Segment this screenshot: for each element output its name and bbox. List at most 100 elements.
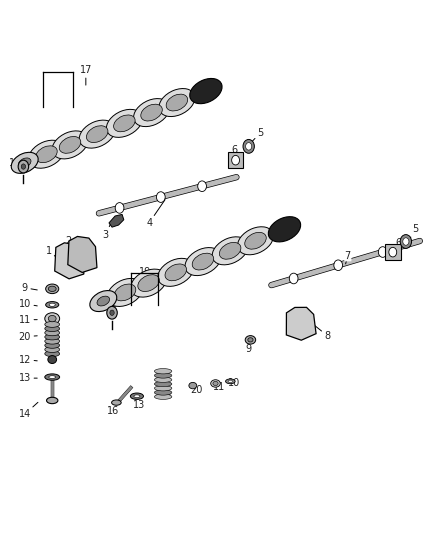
Ellipse shape xyxy=(45,326,60,332)
Ellipse shape xyxy=(97,296,110,306)
Ellipse shape xyxy=(46,397,58,403)
Ellipse shape xyxy=(159,88,195,117)
Ellipse shape xyxy=(45,342,60,348)
Ellipse shape xyxy=(268,217,300,242)
Ellipse shape xyxy=(166,94,187,111)
Circle shape xyxy=(243,140,254,154)
Ellipse shape xyxy=(211,379,220,387)
Circle shape xyxy=(389,247,397,257)
Polygon shape xyxy=(286,308,316,340)
Ellipse shape xyxy=(138,274,159,292)
Text: 15: 15 xyxy=(160,388,173,398)
Ellipse shape xyxy=(79,120,115,148)
Ellipse shape xyxy=(45,330,60,336)
Ellipse shape xyxy=(46,284,59,294)
Text: 5: 5 xyxy=(410,224,419,239)
Ellipse shape xyxy=(226,379,235,384)
Ellipse shape xyxy=(48,316,56,322)
Circle shape xyxy=(246,143,252,150)
Text: 3: 3 xyxy=(102,223,111,240)
Ellipse shape xyxy=(185,248,221,276)
Circle shape xyxy=(379,248,386,256)
Text: 11: 11 xyxy=(18,314,37,325)
Ellipse shape xyxy=(248,338,253,342)
Circle shape xyxy=(400,235,412,248)
Text: 11: 11 xyxy=(213,382,225,392)
Ellipse shape xyxy=(131,269,166,297)
Ellipse shape xyxy=(228,380,233,382)
Ellipse shape xyxy=(52,131,88,159)
Ellipse shape xyxy=(45,374,60,380)
Circle shape xyxy=(107,306,117,319)
Ellipse shape xyxy=(213,381,218,385)
Text: 6: 6 xyxy=(231,144,239,159)
Ellipse shape xyxy=(212,237,248,265)
Ellipse shape xyxy=(141,104,162,121)
Text: 20: 20 xyxy=(18,332,37,342)
Text: 19: 19 xyxy=(139,267,151,290)
Text: 5: 5 xyxy=(251,127,264,142)
Text: 17: 17 xyxy=(80,65,92,85)
Ellipse shape xyxy=(134,99,170,127)
Ellipse shape xyxy=(112,400,121,405)
Ellipse shape xyxy=(45,334,60,340)
Circle shape xyxy=(110,310,114,316)
Text: 12: 12 xyxy=(18,354,37,365)
Circle shape xyxy=(290,274,297,282)
Ellipse shape xyxy=(158,259,194,286)
Ellipse shape xyxy=(28,140,64,168)
Ellipse shape xyxy=(11,152,38,173)
Ellipse shape xyxy=(45,346,60,352)
Text: 4: 4 xyxy=(146,200,165,228)
Text: 20: 20 xyxy=(190,385,202,395)
Ellipse shape xyxy=(59,136,81,154)
Circle shape xyxy=(198,182,205,190)
Ellipse shape xyxy=(192,253,214,270)
Polygon shape xyxy=(55,243,84,279)
Ellipse shape xyxy=(189,382,197,389)
Text: 18: 18 xyxy=(9,158,22,168)
Ellipse shape xyxy=(237,227,273,255)
Circle shape xyxy=(335,261,342,270)
Text: 6: 6 xyxy=(394,238,401,251)
Ellipse shape xyxy=(165,264,187,281)
Ellipse shape xyxy=(46,302,59,308)
Ellipse shape xyxy=(154,381,172,386)
Text: 13: 13 xyxy=(134,397,146,410)
Ellipse shape xyxy=(48,286,56,292)
Ellipse shape xyxy=(114,284,136,301)
Ellipse shape xyxy=(245,336,256,344)
Ellipse shape xyxy=(90,290,117,312)
Text: 9: 9 xyxy=(246,340,252,354)
Text: 10: 10 xyxy=(18,298,37,309)
Text: 2: 2 xyxy=(65,236,75,251)
Ellipse shape xyxy=(134,395,140,398)
Ellipse shape xyxy=(35,146,57,163)
Ellipse shape xyxy=(219,243,241,259)
Text: 18: 18 xyxy=(106,298,118,312)
Ellipse shape xyxy=(190,78,222,104)
Ellipse shape xyxy=(48,356,57,364)
Ellipse shape xyxy=(113,115,135,132)
Text: 1: 1 xyxy=(46,246,60,261)
Ellipse shape xyxy=(45,338,60,344)
Ellipse shape xyxy=(107,278,143,306)
Ellipse shape xyxy=(154,385,172,391)
Circle shape xyxy=(232,156,240,165)
Polygon shape xyxy=(109,214,124,227)
Text: 13: 13 xyxy=(18,373,37,383)
Ellipse shape xyxy=(131,393,144,399)
Text: 14: 14 xyxy=(18,402,38,419)
Bar xyxy=(385,244,401,260)
Circle shape xyxy=(403,238,409,245)
Text: 8: 8 xyxy=(313,324,330,341)
Ellipse shape xyxy=(154,377,172,382)
Text: 10: 10 xyxy=(228,378,240,389)
Ellipse shape xyxy=(49,376,56,378)
Text: 7: 7 xyxy=(345,251,351,264)
Ellipse shape xyxy=(154,390,172,395)
Ellipse shape xyxy=(49,303,55,306)
Text: 16: 16 xyxy=(107,403,120,416)
Ellipse shape xyxy=(154,368,172,374)
Ellipse shape xyxy=(106,109,142,138)
